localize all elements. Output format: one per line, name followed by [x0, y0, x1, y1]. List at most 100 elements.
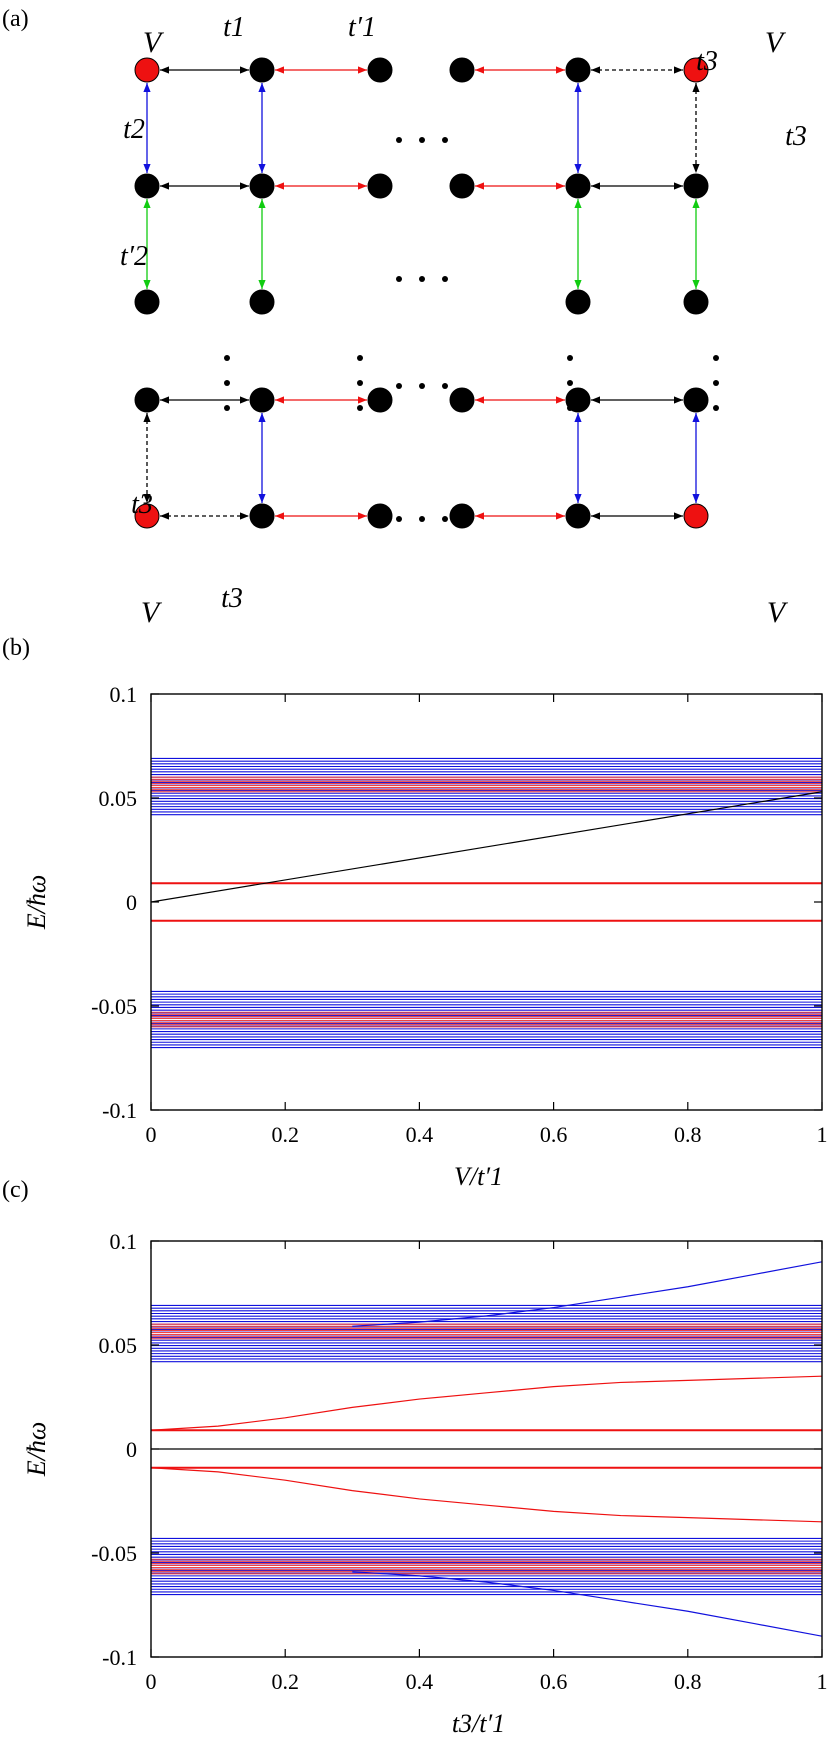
y-tick-label: -0.1: [102, 1098, 137, 1123]
series-line: [151, 1467, 822, 1523]
lattice-site: [249, 387, 275, 413]
corner-label-v-bottom-left: V: [141, 596, 163, 629]
x-tick-label: 0.2: [271, 1122, 299, 1147]
ellipsis-dot: [396, 516, 402, 522]
lattice-site: [249, 289, 275, 315]
panel-c-label: (c): [2, 1177, 29, 1203]
ellipsis-dot: [357, 380, 363, 386]
x-tick-label: 0: [146, 1122, 157, 1147]
x-tick-label: 1: [817, 1122, 828, 1147]
plot-b: 0 0.2 0.4 0.6 0.8 1 -0.1 -0.05 0 0.05 0.1 V/t′1 E/ħω: [22, 682, 828, 1191]
x-tick-label: 0: [146, 1669, 157, 1694]
y-tick-label: 0.05: [99, 786, 138, 811]
ellipsis-dot: [224, 380, 230, 386]
ellipsis-dot: [419, 516, 425, 522]
y-tick-label: -0.05: [91, 1541, 137, 1566]
lattice-site: [249, 503, 275, 529]
ellipsis-dot: [567, 380, 573, 386]
lattice-site: [449, 503, 475, 529]
y-tick-label: 0.05: [99, 1333, 138, 1358]
y-tick-label: 0: [126, 1437, 137, 1462]
x-tick-label: 0.2: [271, 1669, 299, 1694]
panel-b-label: (b): [2, 635, 30, 661]
lattice-site: [449, 57, 475, 83]
corner-label-v-bottom-right: V: [767, 596, 789, 629]
ellipsis-dot: [419, 276, 425, 282]
hopping-label-t3-left: t3: [131, 489, 153, 520]
corner-site: [134, 503, 160, 529]
ellipsis-dot: [713, 355, 719, 361]
corner-site: [134, 57, 160, 83]
series-line: [352, 1261, 822, 1327]
series-line: [151, 791, 822, 903]
ellipsis-dot: [357, 355, 363, 361]
ellipsis-dot: [713, 380, 719, 386]
ellipsis-dot: [567, 355, 573, 361]
plot-area: [151, 757, 822, 1049]
lattice-site: [565, 503, 591, 529]
lattice-site: [367, 503, 393, 529]
corner-site: [683, 503, 709, 529]
corner-label-v-top-right: V: [765, 26, 787, 59]
hopping-label-t1: t1: [223, 12, 245, 43]
panel-b-spectrum-vs-v: (b) 0 0.2 0.4 0.6 0.8 1 -0.1 -0.05 0 0.05 0.1 V/t′1…: [2, 635, 828, 1191]
lattice-site: [367, 57, 393, 83]
lattice-site: [683, 289, 709, 315]
y-tick-label: -0.1: [102, 1645, 137, 1670]
series-line: [352, 1571, 822, 1637]
x-axis-label: V/t′1: [454, 1162, 503, 1191]
lattice-site: [449, 387, 475, 413]
series-line: [151, 1375, 822, 1431]
lattice-site: [683, 173, 709, 199]
y-tick-label: 0: [126, 890, 137, 915]
plot-c: 0 0.2 0.4 0.6 0.8 1 -0.1 -0.05 0 0.05 0.1 t3/t′1 E/ħ…: [22, 1229, 828, 1738]
ellipsis-dot: [442, 137, 448, 143]
ellipsis-dot: [442, 276, 448, 282]
ellipsis-dot: [396, 383, 402, 389]
x-tick-label: 0.4: [406, 1669, 434, 1694]
lattice-site: [134, 289, 160, 315]
lattice-site: [134, 173, 160, 199]
lattice-site: [683, 387, 709, 413]
corner-label-v-top-left: V: [143, 26, 165, 59]
x-tick-label: 0.8: [674, 1669, 702, 1694]
hopping-label-t1-prime: t′1: [348, 12, 376, 43]
x-tick-label: 0.4: [406, 1122, 434, 1147]
ellipsis-dot: [713, 405, 719, 411]
y-tick-label: 0.1: [110, 682, 138, 707]
panel-a-label: (a): [2, 6, 29, 32]
panel-a-lattice: (a) V V V V t1 t′1 t2 t′2 t3 t3 t3 t3: [2, 6, 807, 629]
x-tick-label: 0.6: [540, 1669, 568, 1694]
ellipsis-dot: [419, 137, 425, 143]
lattice-site: [449, 173, 475, 199]
ellipsis-dot: [442, 516, 448, 522]
ellipsis-dot: [224, 405, 230, 411]
ellipsis-dot: [396, 276, 402, 282]
ellipsis-dot: [396, 137, 402, 143]
x-axis-label: t3/t′1: [452, 1709, 505, 1738]
lattice-sites: [134, 57, 709, 529]
hopping-label-t3-right: t3: [785, 121, 807, 152]
lattice-links: [143, 66, 700, 520]
ellipsis-dot: [224, 355, 230, 361]
plot-area: [151, 1261, 822, 1637]
ellipsis-dot: [419, 383, 425, 389]
lattice-site: [565, 173, 591, 199]
x-tick-label: 1: [817, 1669, 828, 1694]
panel-c-spectrum-vs-t3: (c) 0 0.2 0.4 0.6 0.8 1 -0.1 -0.05 0 0.05 0.1 t3/t′…: [2, 1177, 828, 1738]
ellipsis-dot: [442, 383, 448, 389]
lattice-site: [249, 57, 275, 83]
y-tick-label: 0.1: [110, 1229, 138, 1254]
lattice-site: [367, 173, 393, 199]
y-axis-label: E/ħω: [22, 875, 51, 930]
lattice-site: [565, 289, 591, 315]
x-tick-label: 0.8: [674, 1122, 702, 1147]
hopping-label-t3-bottom: t3: [221, 583, 243, 614]
lattice-site: [134, 387, 160, 413]
x-tick-label: 0.6: [540, 1122, 568, 1147]
y-axis-label: E/ħω: [22, 1422, 51, 1477]
hopping-label-t2-prime: t′2: [120, 241, 148, 272]
hopping-label-t3-top: t3: [696, 46, 718, 77]
corner-site: [683, 57, 709, 83]
